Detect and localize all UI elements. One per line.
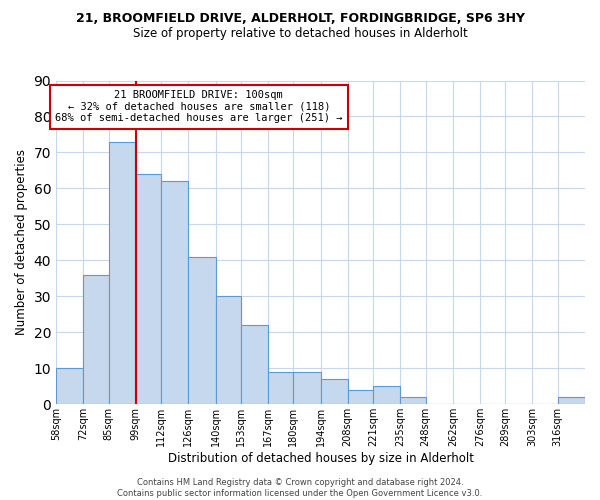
Bar	[136, 174, 161, 404]
Text: 21, BROOMFIELD DRIVE, ALDERHOLT, FORDINGBRIDGE, SP6 3HY: 21, BROOMFIELD DRIVE, ALDERHOLT, FORDING…	[76, 12, 524, 26]
Y-axis label: Number of detached properties: Number of detached properties	[15, 150, 28, 336]
Text: Contains HM Land Registry data © Crown copyright and database right 2024.
Contai: Contains HM Land Registry data © Crown c…	[118, 478, 482, 498]
Bar	[348, 390, 373, 404]
Bar	[161, 181, 188, 404]
Bar	[109, 142, 136, 404]
Bar	[241, 325, 268, 404]
Bar	[293, 372, 320, 404]
Bar	[83, 275, 109, 404]
X-axis label: Distribution of detached houses by size in Alderholt: Distribution of detached houses by size …	[167, 452, 473, 465]
Text: 21 BROOMFIELD DRIVE: 100sqm
← 32% of detached houses are smaller (118)
68% of se: 21 BROOMFIELD DRIVE: 100sqm ← 32% of det…	[55, 90, 343, 124]
Bar	[400, 397, 425, 404]
Bar	[215, 296, 241, 405]
Bar	[188, 257, 215, 404]
Bar	[558, 397, 585, 404]
Bar	[56, 368, 83, 404]
Bar	[373, 386, 400, 404]
Text: Size of property relative to detached houses in Alderholt: Size of property relative to detached ho…	[133, 28, 467, 40]
Bar	[268, 372, 293, 404]
Bar	[320, 379, 348, 404]
